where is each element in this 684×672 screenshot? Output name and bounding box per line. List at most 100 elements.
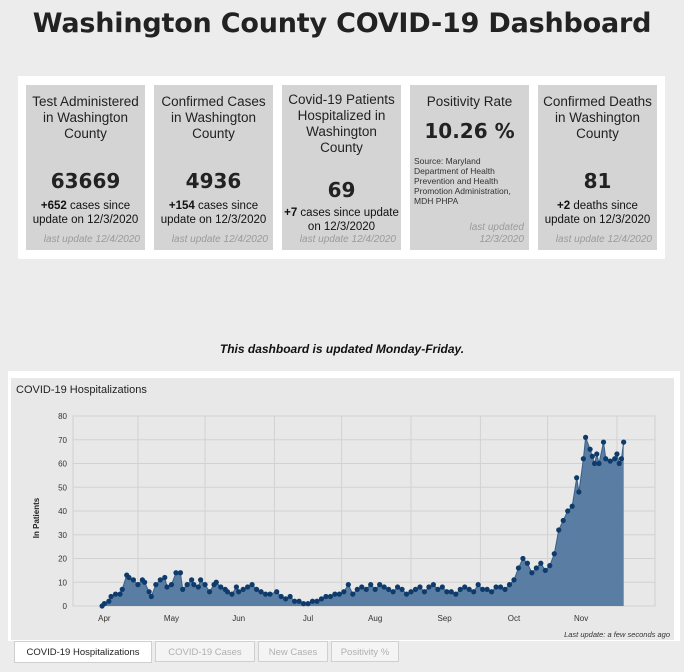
data-point[interactable] xyxy=(148,593,154,600)
data-point[interactable] xyxy=(197,577,204,583)
data-point[interactable] xyxy=(245,584,251,590)
data-point[interactable] xyxy=(106,598,112,604)
data-point[interactable] xyxy=(332,591,338,597)
data-point[interactable] xyxy=(108,593,114,600)
data-point[interactable] xyxy=(278,593,284,600)
data-point[interactable] xyxy=(236,589,242,595)
data-point[interactable] xyxy=(596,460,602,467)
data-point[interactable] xyxy=(515,565,522,571)
data-point[interactable] xyxy=(218,584,224,590)
data-point[interactable] xyxy=(600,439,607,445)
data-point[interactable] xyxy=(574,475,580,481)
data-point[interactable] xyxy=(591,460,598,467)
data-point[interactable] xyxy=(233,584,240,590)
data-point[interactable] xyxy=(589,453,595,459)
data-point[interactable] xyxy=(426,584,432,590)
data-point[interactable] xyxy=(576,489,582,495)
data-point[interactable] xyxy=(377,582,383,588)
data-point[interactable] xyxy=(506,582,513,588)
data-point[interactable] xyxy=(177,570,184,576)
data-point[interactable] xyxy=(390,589,396,595)
tab-new-cases[interactable]: New Cases xyxy=(258,641,328,662)
data-point[interactable] xyxy=(614,451,620,457)
data-point[interactable] xyxy=(560,517,566,524)
data-point[interactable] xyxy=(146,589,152,595)
data-point[interactable] xyxy=(421,589,428,595)
data-point[interactable] xyxy=(126,574,132,581)
data-point[interactable] xyxy=(386,586,392,592)
data-point[interactable] xyxy=(529,570,535,576)
data-point[interactable] xyxy=(157,577,163,583)
data-point[interactable] xyxy=(305,601,311,607)
data-point[interactable] xyxy=(206,589,213,595)
data-point[interactable] xyxy=(493,584,499,590)
data-point[interactable] xyxy=(621,439,627,445)
data-point[interactable] xyxy=(408,589,414,595)
data-point[interactable] xyxy=(164,584,170,590)
data-point[interactable] xyxy=(101,601,107,607)
data-point[interactable] xyxy=(475,582,481,588)
data-point[interactable] xyxy=(480,586,486,592)
data-point[interactable] xyxy=(240,586,246,592)
data-point[interactable] xyxy=(309,598,316,604)
data-point[interactable] xyxy=(336,591,342,597)
data-point[interactable] xyxy=(439,584,445,590)
data-point[interactable] xyxy=(542,567,548,573)
data-point[interactable] xyxy=(189,577,195,583)
data-point[interactable] xyxy=(538,560,544,566)
data-point[interactable] xyxy=(457,586,463,592)
data-point[interactable] xyxy=(616,460,622,467)
data-point[interactable] xyxy=(117,591,123,597)
data-point[interactable] xyxy=(283,596,289,602)
data-point[interactable] xyxy=(403,591,410,597)
data-point[interactable] xyxy=(484,586,490,592)
hospitalizations-chart[interactable]: 0 10 20 30 40 50 60 70 80 Apr May Jun Jul Aug Sep Oct N… xyxy=(11,378,674,640)
data-point[interactable] xyxy=(229,591,235,597)
data-point[interactable] xyxy=(618,456,625,462)
data-point[interactable] xyxy=(253,586,260,592)
data-point[interactable] xyxy=(381,584,387,590)
data-point[interactable] xyxy=(292,598,298,604)
data-point[interactable] xyxy=(511,577,517,583)
data-point[interactable] xyxy=(267,591,273,597)
data-point[interactable] xyxy=(354,586,360,592)
data-point[interactable] xyxy=(430,582,436,588)
data-point[interactable] xyxy=(202,582,208,588)
data-point[interactable] xyxy=(453,591,459,597)
data-point[interactable] xyxy=(448,589,454,595)
data-point[interactable] xyxy=(412,586,419,592)
data-point[interactable] xyxy=(462,584,468,590)
data-point[interactable] xyxy=(497,584,504,590)
data-point[interactable] xyxy=(249,582,255,588)
data-point[interactable] xyxy=(130,577,137,583)
data-point[interactable] xyxy=(341,589,347,595)
data-point[interactable] xyxy=(287,593,293,600)
data-point[interactable] xyxy=(191,582,197,588)
data-point[interactable] xyxy=(350,591,356,597)
data-point[interactable] xyxy=(583,434,589,440)
data-point[interactable] xyxy=(417,584,423,590)
data-point[interactable] xyxy=(274,589,280,595)
data-point[interactable] xyxy=(368,582,374,588)
data-point[interactable] xyxy=(262,591,269,597)
data-point[interactable] xyxy=(112,591,119,597)
data-point[interactable] xyxy=(345,582,351,588)
data-point[interactable] xyxy=(153,582,159,588)
data-point[interactable] xyxy=(184,582,190,588)
data-point[interactable] xyxy=(359,584,365,590)
data-point[interactable] xyxy=(173,570,179,576)
data-point[interactable] xyxy=(224,589,231,595)
data-point[interactable] xyxy=(195,584,201,590)
data-point[interactable] xyxy=(594,451,600,457)
data-point[interactable] xyxy=(363,586,369,592)
data-point[interactable] xyxy=(569,503,575,509)
data-point[interactable] xyxy=(300,601,307,607)
data-point[interactable] xyxy=(547,563,553,569)
data-point[interactable] xyxy=(394,584,401,590)
data-point[interactable] xyxy=(488,589,495,595)
data-point[interactable] xyxy=(372,586,378,592)
data-point[interactable] xyxy=(435,586,441,592)
data-point[interactable] xyxy=(556,527,562,533)
data-point[interactable] xyxy=(135,582,141,588)
data-point[interactable] xyxy=(533,565,539,571)
